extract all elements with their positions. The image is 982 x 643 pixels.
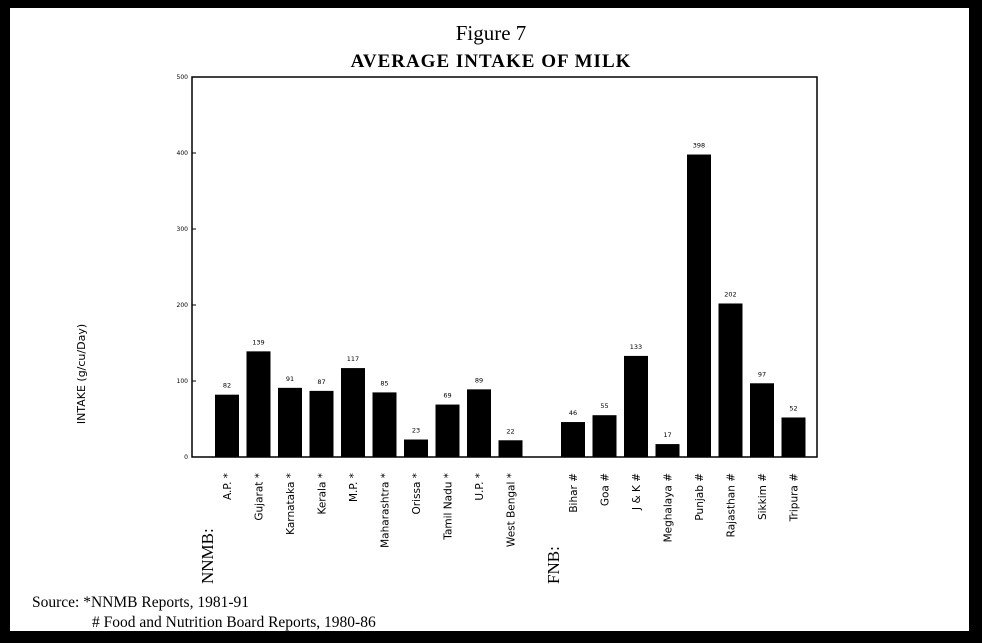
category-label: Goa # [600, 473, 612, 506]
category-label: Sikkim # [757, 473, 769, 520]
x-axis-labels: A.P. * Gujarat * Karnataka * Kerala * M.P. *… [222, 473, 801, 548]
category-label: Orissa * [411, 473, 423, 514]
bar-value-label: 89 [475, 376, 483, 384]
bar-value-label: 87 [317, 378, 325, 386]
category-label: A.P. * [222, 473, 234, 500]
bar-value-label: 139 [252, 338, 264, 346]
bar-value-label: 22 [506, 427, 514, 435]
bar [592, 415, 617, 457]
bars [215, 154, 806, 457]
y-tick-label: 400 [177, 150, 189, 157]
bar [435, 404, 460, 457]
bar-value-label: 46 [569, 409, 577, 417]
category-label: Karnataka * [285, 473, 297, 535]
bar-value-label: 23 [412, 427, 420, 435]
bar-value-label: 97 [758, 370, 766, 378]
bar-value-label: 82 [223, 382, 231, 390]
bar [404, 439, 428, 457]
bar-value-label: 52 [789, 404, 797, 412]
bar-value-label: 202 [724, 290, 736, 298]
bar-value-label: 69 [443, 392, 451, 400]
y-tick-label: 200 [177, 302, 189, 309]
category-label: Kerala * [317, 473, 329, 515]
figure-frame: Figure 7 AVERAGE INTAKE OF MILK INTAKE (… [8, 6, 971, 633]
bar [309, 390, 334, 457]
category-label: Rajasthan # [726, 473, 738, 537]
bar-value-label: 17 [663, 431, 671, 439]
bar-value-label: 398 [693, 142, 705, 150]
y-axis: 0 100 200 300 400 500 [177, 74, 196, 461]
bar [687, 154, 711, 457]
bar [215, 394, 239, 457]
y-tick-label: 500 [177, 74, 189, 81]
bar [372, 392, 397, 457]
bar [624, 355, 648, 457]
bar-chart: Figure 7 AVERAGE INTAKE OF MILK INTAKE (… [32, 21, 818, 631]
category-label: U.P. * [474, 473, 486, 501]
y-tick-label: 300 [177, 226, 189, 233]
data-labels: 82 139 91 87 117 85 23 69 89 22 46 55 133 17 398 202 97 5… [223, 142, 798, 440]
category-label: Meghalaya # [663, 473, 675, 542]
category-label: Tripura # [789, 473, 801, 522]
y-axis-label: INTAKE (g/cu/Day) [75, 324, 88, 424]
bar [278, 387, 302, 457]
bar [246, 351, 271, 457]
bar [750, 383, 774, 457]
category-label: Maharashtra * [380, 473, 392, 548]
bar-value-label: 85 [380, 379, 388, 387]
chart-subtitle: AVERAGE INTAKE OF MILK [351, 51, 632, 72]
group-labels: NNMB: FNB: [198, 528, 563, 584]
source-line-1: Source: *NNMB Reports, 1981-91 [32, 594, 249, 611]
source-line-2: # Food and Nutrition Board Reports, 1980… [92, 614, 376, 631]
category-label: West Bengal * [506, 473, 518, 547]
category-label: Gujarat * [254, 473, 266, 521]
group-label: FNB: [544, 546, 563, 584]
category-label: Bihar # [568, 473, 580, 513]
category-label: M.P. * [348, 473, 360, 502]
y-tick-label: 0 [184, 454, 188, 461]
bar-value-label: 117 [347, 355, 359, 363]
chart-title: Figure 7 [456, 21, 527, 45]
group-label: NNMB: [198, 528, 217, 584]
bar [467, 389, 491, 457]
bar [561, 422, 585, 457]
bar-value-label: 91 [286, 375, 294, 383]
category-label: J & K # [631, 473, 643, 511]
bar [341, 368, 365, 457]
bar [781, 417, 806, 457]
bar [718, 303, 743, 457]
bar [655, 444, 680, 457]
bar [498, 440, 523, 457]
bar-value-label: 55 [600, 402, 608, 410]
y-tick-label: 100 [177, 378, 189, 385]
category-label: Punjab # [694, 473, 706, 521]
bar-value-label: 133 [630, 343, 642, 351]
category-label: Tamil Nadu * [443, 473, 455, 541]
